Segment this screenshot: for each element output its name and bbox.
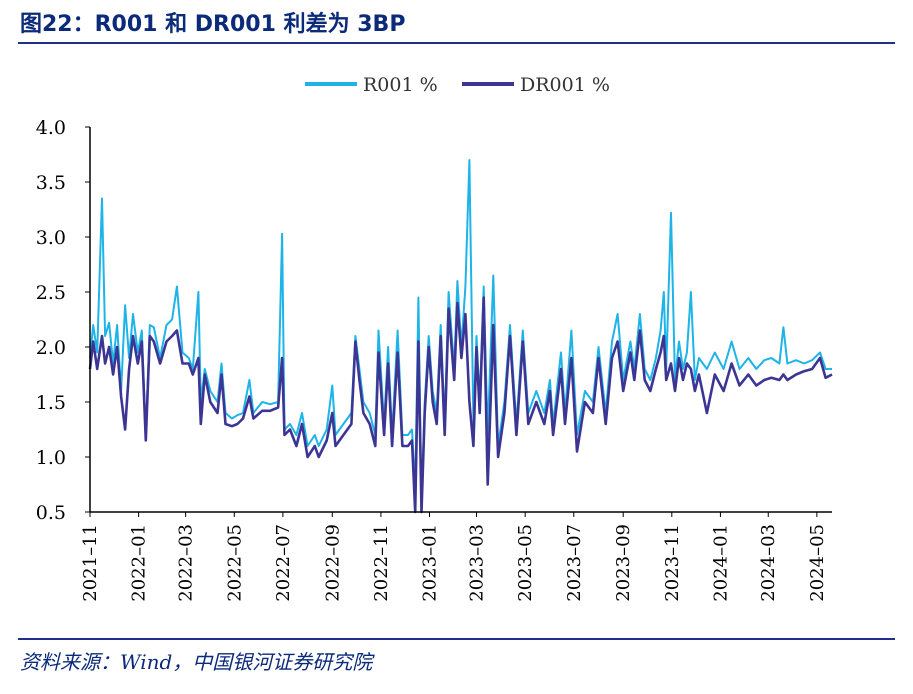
legend-label: R001 %: [363, 74, 438, 96]
x-tick-label: 2022–07: [273, 524, 294, 602]
series-group: [88, 159, 833, 514]
legend: R001 % DR001 %: [305, 74, 610, 96]
axes: 4.0 3.5 3.0 2.5 2.0 1.5 1.0 0.5 2021–11 2022–01 20…: [36, 117, 832, 602]
x-tick-label: 2023–07: [564, 524, 585, 602]
y-tick-label: 0.5: [36, 502, 66, 524]
y-tick-label: 4.0: [36, 117, 66, 139]
legend-item-dr001: DR001 %: [462, 74, 610, 96]
x-tick-label: 2023–01: [420, 524, 441, 602]
x-tick-label: 2024–05: [807, 524, 828, 602]
dr001-series-line: [88, 296, 833, 514]
y-tick-label: 3.5: [36, 172, 66, 194]
source-note: 资料来源：Wind，中国银河证券研究院: [20, 650, 373, 674]
footer-divider: [18, 638, 895, 640]
legend-item-r001: R001 %: [305, 74, 438, 96]
r001-series-line: [89, 159, 832, 508]
x-tick-label: 2022–11: [371, 524, 392, 602]
x-tick-label: 2023–09: [613, 524, 634, 602]
legend-label: DR001 %: [520, 74, 610, 96]
page-title: 图22：R001 和 DR001 利差为 3BP: [20, 12, 406, 37]
x-tick-label: 2023–03: [467, 524, 488, 602]
x-tick-label: 2024–01: [710, 524, 731, 602]
y-tick-label: 1.0: [36, 447, 66, 469]
y-tick-label: 3.0: [36, 227, 66, 249]
x-tick-label: 2022–05: [224, 524, 245, 602]
x-tick-label: 2023–11: [662, 524, 683, 602]
line-chart: R001 % DR001 % 4.0 3.5 3.0 2.5 2.0 1.5 1.0 0.5 20…: [36, 74, 833, 602]
x-tick-label: 2022–03: [176, 524, 197, 602]
x-tick-label: 2021–11: [80, 524, 101, 602]
x-tick-label: 2022–09: [322, 524, 343, 602]
y-tick-label: 1.5: [36, 392, 66, 414]
x-tick-label: 2024–03: [758, 524, 779, 602]
y-tick-label: 2.0: [36, 337, 66, 359]
x-tick-label: 2022–01: [129, 524, 150, 602]
y-tick-label: 2.5: [36, 282, 66, 304]
title-divider: [18, 42, 895, 44]
x-tick-label: 2023–05: [515, 524, 536, 602]
